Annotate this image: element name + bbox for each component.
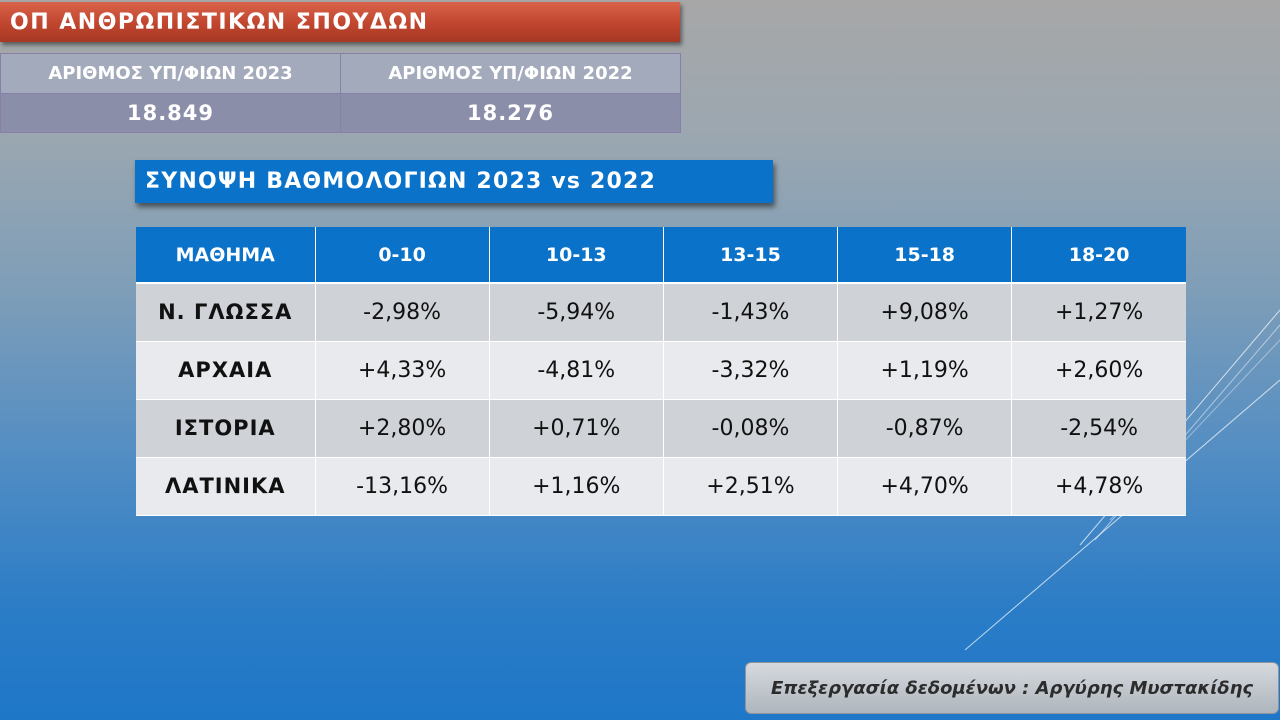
value-cell: -5,94%: [489, 283, 664, 342]
count-value-row: 18.849 18.276: [0, 93, 681, 133]
value-cell: +0,71%: [489, 399, 664, 458]
value-cell: +2,51%: [663, 457, 839, 516]
value-cell: -0,87%: [837, 399, 1013, 458]
table-row: ΛΑΤΙΝΙΚΑ -13,16% +1,16% +2,51% +4,70% +4…: [136, 457, 1186, 516]
value-cell: -2,54%: [1011, 399, 1186, 458]
value-cell: -1,43%: [663, 283, 839, 342]
column-header-range: 10-13: [489, 227, 664, 284]
count-header-2022: ΑΡΙΘΜΟΣ ΥΠ/ΦΙΩΝ 2022: [340, 53, 681, 94]
table-row: ΙΣΤΟΡΙΑ +2,80% +0,71% -0,08% -0,87% -2,5…: [136, 399, 1186, 458]
data-credit: Επεξεργασία δεδομένων : Αργύρης Μυστακίδ…: [745, 662, 1279, 714]
table-header-row: ΜΑΘΗΜΑ 0-10 10-13 13-15 15-18 18-20: [136, 227, 1186, 284]
subject-cell: ΛΑΤΙΝΙΚΑ: [136, 457, 316, 516]
section-title: ΣΥΝΟΨΗ ΒΑΘΜΟΛΟΓΙΩΝ 2023 vs 2022: [135, 160, 773, 203]
page-title: ΟΠ ΑΝΘΡΩΠΙΣΤΙΚΩΝ ΣΠΟΥΔΩΝ: [0, 2, 680, 42]
count-header-2023: ΑΡΙΘΜΟΣ ΥΠ/ΦΙΩΝ 2023: [0, 53, 341, 94]
student-count-table: ΑΡΙΘΜΟΣ ΥΠ/ΦΙΩΝ 2023 ΑΡΙΘΜΟΣ ΥΠ/ΦΙΩΝ 202…: [0, 53, 681, 133]
value-cell: +1,27%: [1011, 283, 1186, 342]
value-cell: +2,80%: [315, 399, 490, 458]
column-header-range: 18-20: [1011, 227, 1186, 284]
count-value-2022: 18.276: [340, 93, 681, 133]
value-cell: -13,16%: [315, 457, 490, 516]
column-header-range: 0-10: [315, 227, 490, 284]
table-row: Ν. ΓΛΩΣΣΑ -2,98% -5,94% -1,43% +9,08% +1…: [136, 283, 1186, 342]
value-cell: -0,08%: [663, 399, 839, 458]
value-cell: -4,81%: [489, 341, 664, 400]
value-cell: -3,32%: [663, 341, 839, 400]
subject-cell: ΑΡΧΑΙΑ: [136, 341, 316, 400]
count-header-row: ΑΡΙΘΜΟΣ ΥΠ/ΦΙΩΝ 2023 ΑΡΙΘΜΟΣ ΥΠ/ΦΙΩΝ 202…: [0, 53, 681, 94]
column-header-range: 15-18: [837, 227, 1013, 284]
value-cell: +2,60%: [1011, 341, 1186, 400]
value-cell: +9,08%: [837, 283, 1013, 342]
value-cell: +4,78%: [1011, 457, 1186, 516]
value-cell: -2,98%: [315, 283, 490, 342]
subject-cell: ΙΣΤΟΡΙΑ: [136, 399, 316, 458]
table-row: ΑΡΧΑΙΑ +4,33% -4,81% -3,32% +1,19% +2,60…: [136, 341, 1186, 400]
value-cell: +1,19%: [837, 341, 1013, 400]
count-value-2023: 18.849: [0, 93, 341, 133]
subject-cell: Ν. ΓΛΩΣΣΑ: [136, 283, 316, 342]
column-header-range: 13-15: [663, 227, 839, 284]
value-cell: +4,33%: [315, 341, 490, 400]
value-cell: +4,70%: [837, 457, 1013, 516]
column-header-subject: ΜΑΘΗΜΑ: [136, 227, 316, 284]
value-cell: +1,16%: [489, 457, 664, 516]
grades-summary-table: ΜΑΘΗΜΑ 0-10 10-13 13-15 15-18 18-20 Ν. Γ…: [136, 227, 1186, 516]
